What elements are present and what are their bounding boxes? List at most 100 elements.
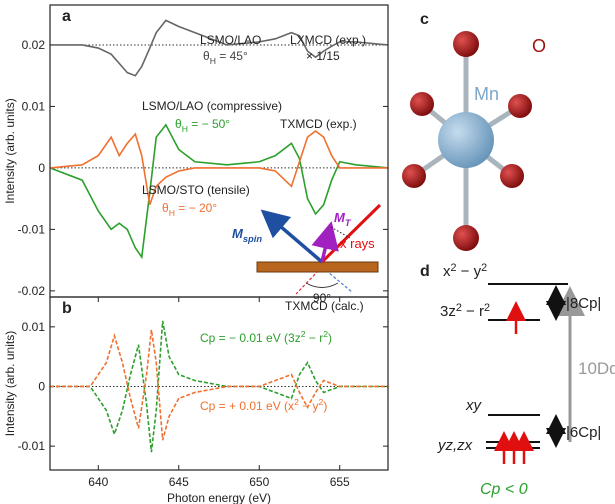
text-part: 2 (294, 397, 299, 407)
text-part: 2 (323, 329, 328, 339)
inset-label: MT (334, 210, 352, 228)
text-part: − y (457, 263, 482, 280)
sample (256, 261, 379, 273)
splitting-label: |6Cp| (566, 424, 601, 441)
oxygen-atoms (402, 31, 532, 251)
text-part: H (169, 208, 175, 218)
text-part: LXMCD (exp.) (290, 33, 366, 47)
gap-label: 10Dq (578, 359, 615, 378)
condition-label: Cp < 0 (480, 481, 528, 498)
level-label: xy (465, 397, 483, 414)
y-tick-label: 0 (38, 161, 45, 175)
series-label: LSMO/STO (tensile) (142, 183, 250, 197)
plot-frame (49, 296, 389, 471)
series-label: LSMO/LAO (200, 33, 261, 47)
chart-panel: 0.02 0.01 0 -0.01 -0.02 LSMO/LAO LSMO/LAO (com… (3, 4, 389, 305)
series-line (50, 320, 388, 453)
series-label: LSMO/LAO (compressive) (142, 99, 282, 113)
annotation: TXMCD (calc.) (285, 299, 364, 313)
text-part: T (345, 218, 352, 228)
angle-arc (305, 282, 339, 288)
text-part: 2 (481, 262, 487, 274)
series-line (50, 130, 388, 206)
text-part: TXMCD (exp.) (280, 117, 357, 131)
level-label: x2 − y2 (443, 262, 487, 280)
chart-panel: 0.01 0 -0.01 640 645 650 655 TXMCD (calc.) Cp = … (3, 296, 389, 504)
text-part: = 45° (216, 49, 248, 63)
text-part: × 1/15 (306, 49, 340, 63)
panel-letter: d (420, 263, 430, 280)
annotation: TXMCD (exp.) (280, 117, 357, 131)
text-part: 2 (456, 302, 462, 314)
text-part: = − 20° (175, 201, 217, 215)
y-tick-label: 0.01 (22, 320, 46, 334)
text-part: θ (203, 49, 210, 63)
atom-label: O (532, 36, 546, 56)
x-tick-label: 640 (88, 475, 108, 489)
text-part: ) (328, 331, 332, 345)
text-part: θ (175, 117, 182, 131)
atom-label: Mn (474, 84, 499, 104)
splitting-label: |8Cp| (566, 295, 601, 312)
panel-letter: b (62, 300, 72, 317)
annotation: Cp = − 0.01 eV (3z2 − r2) (200, 329, 332, 345)
text-part: Cp = − 0.01 eV (3z (200, 331, 301, 345)
series-line (50, 123, 388, 260)
y-tick-label: 0.01 (22, 99, 46, 113)
text-part: − y (299, 399, 319, 413)
y-tick-label: 0.02 (22, 38, 46, 52)
annotation: θH = − 50° (175, 117, 230, 134)
text-part: 2 (484, 302, 490, 314)
text-part: spin (243, 234, 263, 244)
text-part: TXMCD (calc.) (285, 299, 364, 313)
level-label: yz,zx (437, 437, 473, 454)
text-part: H (182, 124, 188, 134)
text-part: − r (306, 331, 324, 345)
y-axis-label: Intensity (arb. units) (3, 331, 17, 436)
inset-label: x rays (340, 236, 375, 251)
annotation: × 1/15 (306, 49, 340, 63)
projection (330, 226, 351, 239)
panel-letter: a (62, 8, 71, 25)
y-tick-label: 0 (38, 379, 45, 393)
text-part: x (443, 263, 451, 280)
text-part: M (232, 226, 244, 241)
y-tick-label: -0.01 (18, 439, 46, 453)
text-part: 2 (301, 329, 306, 339)
mt-arrow (311, 221, 339, 263)
y-tick-label: -0.02 (18, 284, 46, 298)
annotation: θH = 45° (203, 49, 248, 66)
inset-label: Mspin (232, 226, 262, 244)
text-part: M (334, 210, 346, 225)
x-axis-label: Photon energy (eV) (167, 491, 271, 504)
spin-arrow (260, 209, 324, 264)
text-part: H (210, 56, 216, 66)
panel-letter: c (420, 11, 429, 28)
text-part: yz,zx (437, 437, 473, 454)
y-axis-label: Intensity (arb. units) (3, 98, 17, 203)
text-part: θ (162, 201, 169, 215)
x-ray-beam (320, 203, 382, 264)
text-part: 3z (440, 303, 456, 320)
annotation: θH = − 20° (162, 201, 217, 218)
text-part: 2 (451, 262, 457, 274)
octahedron: c O Mn (402, 11, 546, 251)
x-tick-label: 655 (330, 475, 350, 489)
text-part: 2 (319, 397, 324, 407)
level-label: 3z2 − r2 (440, 302, 490, 320)
inset-label: 90° (313, 291, 331, 305)
text-part: Cp = + 0.01 eV (x (200, 399, 294, 413)
text-part: ) (323, 399, 327, 413)
annotation: LXMCD (exp.) (290, 33, 366, 47)
electron-spins (494, 301, 534, 464)
text-part: xy (465, 397, 483, 414)
annotation: Cp = + 0.01 eV (x2 − y2) (200, 397, 327, 413)
text-part: − r (462, 303, 484, 320)
y-tick-label: -0.01 (18, 222, 46, 236)
series-line (50, 19, 388, 77)
text-part: = − 50° (188, 117, 230, 131)
x-tick-label: 645 (169, 475, 189, 489)
energy-levels: d x2 − y2 3z2 − r2 xy yz,zx |8Cp| |6Cp| … (420, 262, 615, 498)
